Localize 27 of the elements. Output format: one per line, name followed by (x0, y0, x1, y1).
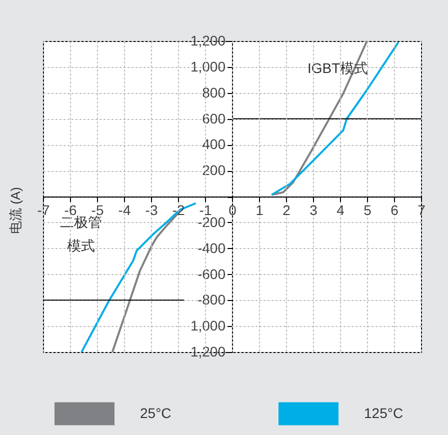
y-tick-label: 1,000 (190, 318, 226, 334)
legend-label: 125°C (364, 404, 404, 421)
x-tick-label: 4 (336, 202, 345, 218)
x-tick-label: 1 (256, 202, 264, 218)
x-tick-label: 6 (390, 202, 399, 218)
y-tick-label: 600 (202, 110, 226, 126)
y-tick-label: -800 (197, 292, 226, 308)
y-tick-label: -400 (197, 240, 226, 256)
x-tick-label: -3 (145, 202, 158, 218)
x-tick-label: 5 (364, 202, 372, 218)
x-tick-label: 0 (228, 202, 237, 218)
y-tick-label: -600 (197, 266, 226, 282)
y-tick-label: 800 (202, 84, 226, 100)
y-tick-label: 1,200 (190, 32, 226, 48)
y-tick-label: 200 (202, 162, 226, 178)
y-axis-title: 电流 (A) (8, 187, 23, 234)
x-tick-label: -4 (118, 202, 131, 218)
x-tick-label: -7 (37, 202, 50, 218)
y-tick-label: 400 (202, 136, 226, 152)
annotation: IGBT模式 (308, 60, 368, 76)
y-tick-label: 1,000 (190, 58, 226, 74)
x-tick-label: -6 (64, 202, 77, 218)
y-tick-label: 1,200 (190, 344, 226, 360)
legend-label: 25°C (140, 404, 172, 421)
x-tick-label: 3 (310, 202, 318, 218)
x-tick-label: 2 (282, 202, 291, 218)
x-tick-label: 7 (418, 202, 426, 218)
